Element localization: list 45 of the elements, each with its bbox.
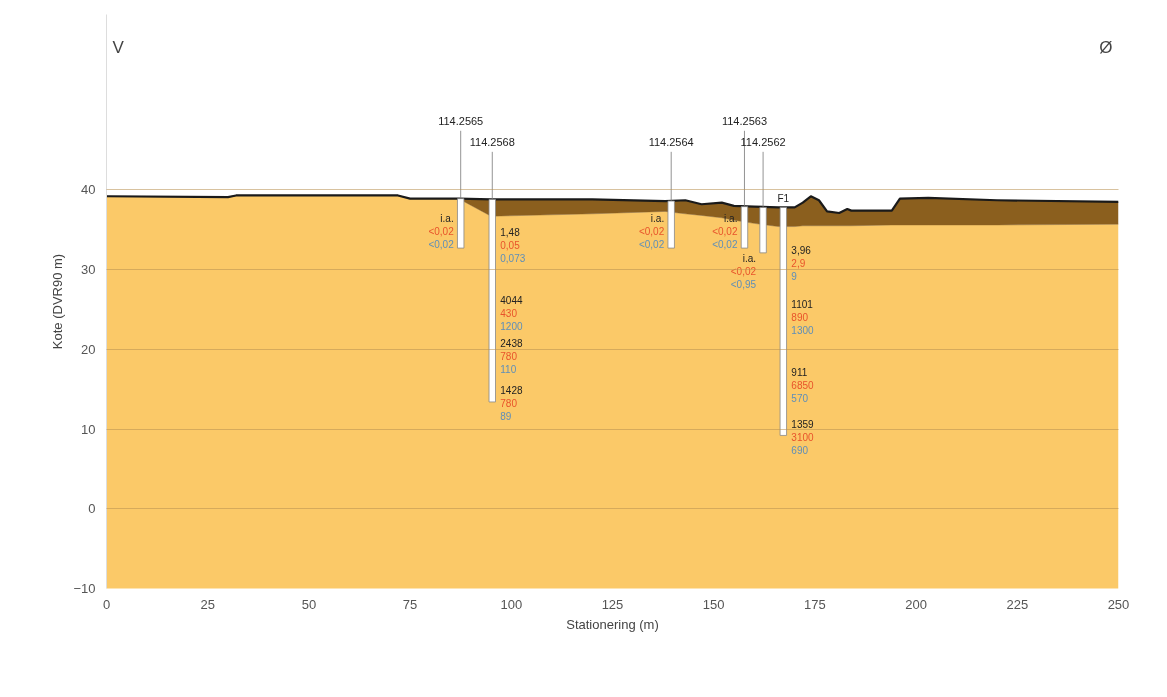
x-tick-label: 0 bbox=[102, 596, 111, 612]
annotation: F1 bbox=[777, 193, 790, 205]
annotation: V bbox=[112, 37, 125, 57]
y-tick-label: 40 bbox=[81, 182, 96, 198]
y-axis-title: Kote (DVR90 m) bbox=[50, 253, 66, 350]
annotation: 3,96 2,9 9 bbox=[791, 245, 812, 283]
annotation: 1,48 0,05 0,073 bbox=[500, 226, 526, 264]
x-tick-label: 100 bbox=[500, 596, 523, 612]
annotation: 1359 3100 690 bbox=[791, 418, 815, 456]
annotation: 1428 780 89 bbox=[500, 384, 523, 422]
annotation: Ø bbox=[1099, 37, 1113, 57]
x-tick-label: 225 bbox=[1006, 596, 1029, 612]
y-tick-label: −10 bbox=[73, 581, 96, 596]
y-tick-label: 10 bbox=[81, 421, 96, 437]
annotation: 1101 890 1300 bbox=[791, 298, 815, 336]
annotation: 4044 430 1200 bbox=[500, 295, 523, 333]
line-series bbox=[106, 194, 1119, 215]
x-tick-label: 125 bbox=[601, 596, 624, 612]
y-tick-label: 30 bbox=[81, 262, 96, 278]
x-tick-label: 50 bbox=[301, 596, 317, 612]
x-tick-label: 25 bbox=[200, 596, 215, 612]
annotation: i.a. <0,02 <0,02 bbox=[638, 212, 665, 250]
bar bbox=[457, 198, 465, 249]
x-tick-label: 250 bbox=[1107, 596, 1130, 612]
bar bbox=[759, 207, 767, 254]
bar bbox=[488, 199, 496, 403]
x-tick-label: 75 bbox=[402, 596, 418, 612]
annotation: 114.2562 bbox=[740, 135, 786, 148]
x-axis-title: Stationering (m) bbox=[566, 616, 659, 632]
annotation: i.a. <0,02 <0,95 bbox=[730, 253, 757, 291]
annotation: 2438 780 110 bbox=[500, 337, 523, 375]
annotation: 911 6850 570 bbox=[791, 367, 815, 405]
bar bbox=[667, 200, 675, 249]
x-tick-label: 175 bbox=[804, 596, 826, 612]
annotation: 114.2564 bbox=[648, 135, 694, 148]
y-tick-label: 0 bbox=[88, 501, 96, 517]
annotation: i.a. <0,02 <0,02 bbox=[428, 212, 455, 250]
annotation: 114.2568 bbox=[469, 135, 515, 148]
bar bbox=[779, 207, 787, 436]
bar bbox=[740, 206, 749, 249]
annotation: 114.2563 bbox=[721, 114, 768, 127]
y-tick-label: 20 bbox=[81, 341, 96, 357]
x-tick-label: 150 bbox=[702, 596, 725, 612]
annotation: 114.2565 bbox=[438, 114, 484, 127]
x-tick-label: 200 bbox=[905, 596, 927, 612]
